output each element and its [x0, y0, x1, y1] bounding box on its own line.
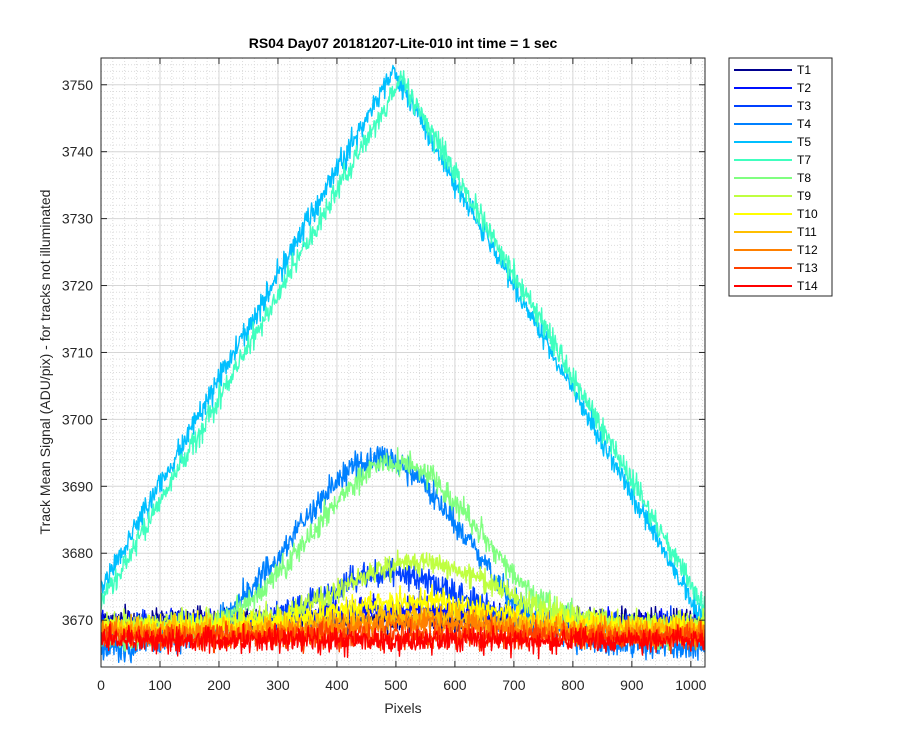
- legend-label-T14: T14: [797, 279, 818, 293]
- x-tick-label: 600: [443, 677, 467, 693]
- y-tick-label: 3690: [62, 478, 93, 494]
- x-tick-label: 0: [97, 677, 105, 693]
- x-tick-label: 300: [266, 677, 290, 693]
- x-axis-label: Pixels: [384, 700, 421, 716]
- series-line-T5: [101, 64, 705, 634]
- legend-label-T9: T9: [797, 189, 811, 203]
- legend-label-T4: T4: [797, 117, 811, 131]
- legend-label-T11: T11: [797, 225, 817, 239]
- plot-area: [100, 57, 706, 668]
- y-axis-label: Track Mean Signal (ADU/pix) - for tracks…: [37, 190, 53, 535]
- x-tick-label: 400: [325, 677, 349, 693]
- x-tick-label: 800: [561, 677, 585, 693]
- x-tick-label: 700: [502, 677, 526, 693]
- axes-box: [100, 57, 706, 668]
- legend: T1 T2 T3 T4 T5 T7 T8 T9 T10 T11 T12 T13 T14: [728, 57, 833, 297]
- legend-label-T13: T13: [797, 261, 818, 275]
- x-tick-label: 100: [148, 677, 172, 693]
- legend-label-T10: T10: [797, 207, 818, 221]
- ticks: [100, 58, 705, 667]
- legend-items: T1 T2 T3 T4 T5 T7 T8 T9 T10 T11 T12 T13 T14: [734, 63, 818, 293]
- x-tick-label: 500: [384, 677, 408, 693]
- axes-background: [101, 58, 705, 667]
- legend-label-T8: T8: [797, 171, 811, 185]
- chart-title: RS04 Day07 20181207-Lite-010 int time = …: [249, 35, 558, 51]
- tick-labels: 0 100 200 300 400 500 600 700 800 900 1000 3670 3680…: [62, 77, 707, 693]
- legend-label-T5: T5: [797, 135, 811, 149]
- x-tick-label: 200: [207, 677, 231, 693]
- major-grid: [100, 58, 705, 667]
- x-tick-label: 900: [620, 677, 644, 693]
- series-line-T14: [101, 622, 705, 660]
- legend-label-T12: T12: [797, 243, 818, 257]
- y-tick-label: 3710: [62, 344, 93, 360]
- legend-label-T2: T2: [797, 81, 811, 95]
- y-tick-label: 3670: [62, 612, 93, 628]
- series-layer: [101, 64, 705, 664]
- legend-label-T1: T1: [797, 63, 811, 77]
- y-tick-label: 3730: [62, 211, 93, 227]
- y-tick-label: 3750: [62, 77, 93, 93]
- legend-label-T3: T3: [797, 99, 811, 113]
- y-tick-label: 3680: [62, 545, 93, 561]
- y-tick-label: 3700: [62, 411, 93, 427]
- series-line-T7: [101, 70, 705, 615]
- y-tick-label: 3720: [62, 278, 93, 294]
- legend-label-T7: T7: [797, 153, 811, 167]
- x-tick-label: 1000: [675, 677, 706, 693]
- y-tick-label: 3740: [62, 144, 93, 160]
